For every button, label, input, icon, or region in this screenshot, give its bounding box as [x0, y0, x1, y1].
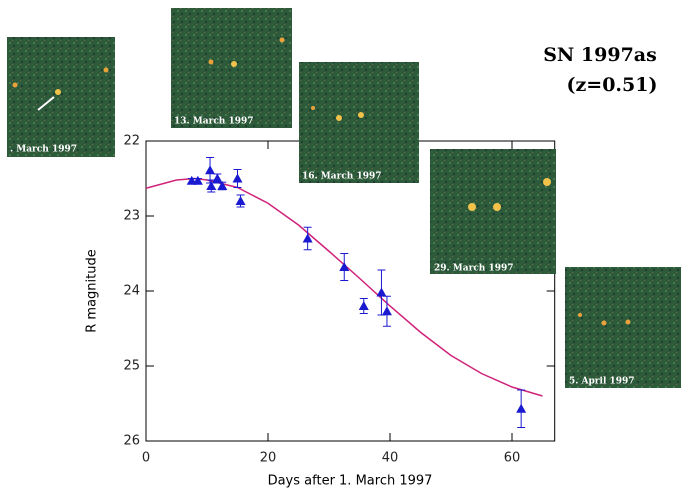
star — [336, 115, 342, 121]
y-tick-label: 24 — [123, 284, 140, 299]
inset: . March 1997 — [7, 37, 115, 157]
y-tick-label: 26 — [123, 434, 140, 449]
inset: 5. April 1997 — [565, 267, 681, 388]
inset-caption: 29. March 1997 — [434, 264, 514, 274]
star — [625, 319, 631, 325]
data-point — [217, 181, 228, 190]
inset-caption: 5. April 1997 — [569, 377, 635, 387]
inset-caption: 13. March 1997 — [174, 117, 254, 127]
star — [468, 203, 476, 211]
arrow — [37, 96, 55, 111]
inset-image — [430, 149, 556, 274]
inset-image — [171, 8, 292, 128]
plot-area: 0 20 40 60 22 23 24 25 26 — [123, 134, 556, 466]
data-point — [205, 165, 216, 175]
x-tick-label: 40 — [382, 451, 399, 466]
x-tick-label: 20 — [260, 451, 277, 466]
inset: 16. March 1997 — [299, 62, 419, 183]
star — [543, 178, 551, 186]
x-axis-label: Days after 1. March 1997 — [268, 474, 433, 489]
star — [12, 82, 18, 88]
chart-subtitle: (z=0.51) — [567, 74, 658, 96]
x-tick-label: 60 — [504, 451, 521, 466]
inset-image — [7, 37, 115, 157]
inset: 29. March 1997 — [430, 149, 556, 274]
x-tick-label: 0 — [142, 451, 150, 466]
data-point — [516, 403, 527, 413]
star — [601, 320, 607, 326]
star — [578, 313, 582, 317]
inset: 13. March 1997 — [171, 8, 292, 128]
inset-image — [299, 62, 419, 183]
y-tick-label: 22 — [123, 134, 140, 149]
star — [493, 203, 501, 211]
data-point — [212, 173, 223, 183]
data-point — [339, 262, 350, 271]
star — [231, 61, 237, 67]
y-tick-label: 25 — [123, 359, 140, 374]
chart-title: SN 1997as — [543, 44, 657, 66]
star — [279, 37, 285, 43]
inset-caption: . March 1997 — [10, 145, 77, 155]
inset-caption: 16. March 1997 — [302, 172, 382, 182]
star — [208, 59, 214, 65]
data-point — [192, 175, 203, 185]
y-tick-label: 23 — [123, 209, 140, 224]
data-point — [302, 233, 313, 243]
star — [103, 67, 109, 73]
data-point — [381, 306, 392, 316]
inset-image — [565, 267, 681, 388]
data-point — [232, 173, 243, 183]
data-point — [206, 181, 217, 190]
star — [311, 106, 315, 110]
y-axis-label: R magnitude — [85, 249, 100, 332]
data-point — [358, 301, 369, 310]
star — [358, 112, 364, 118]
data-point — [376, 287, 387, 297]
star — [55, 89, 61, 95]
data-point — [235, 196, 246, 205]
